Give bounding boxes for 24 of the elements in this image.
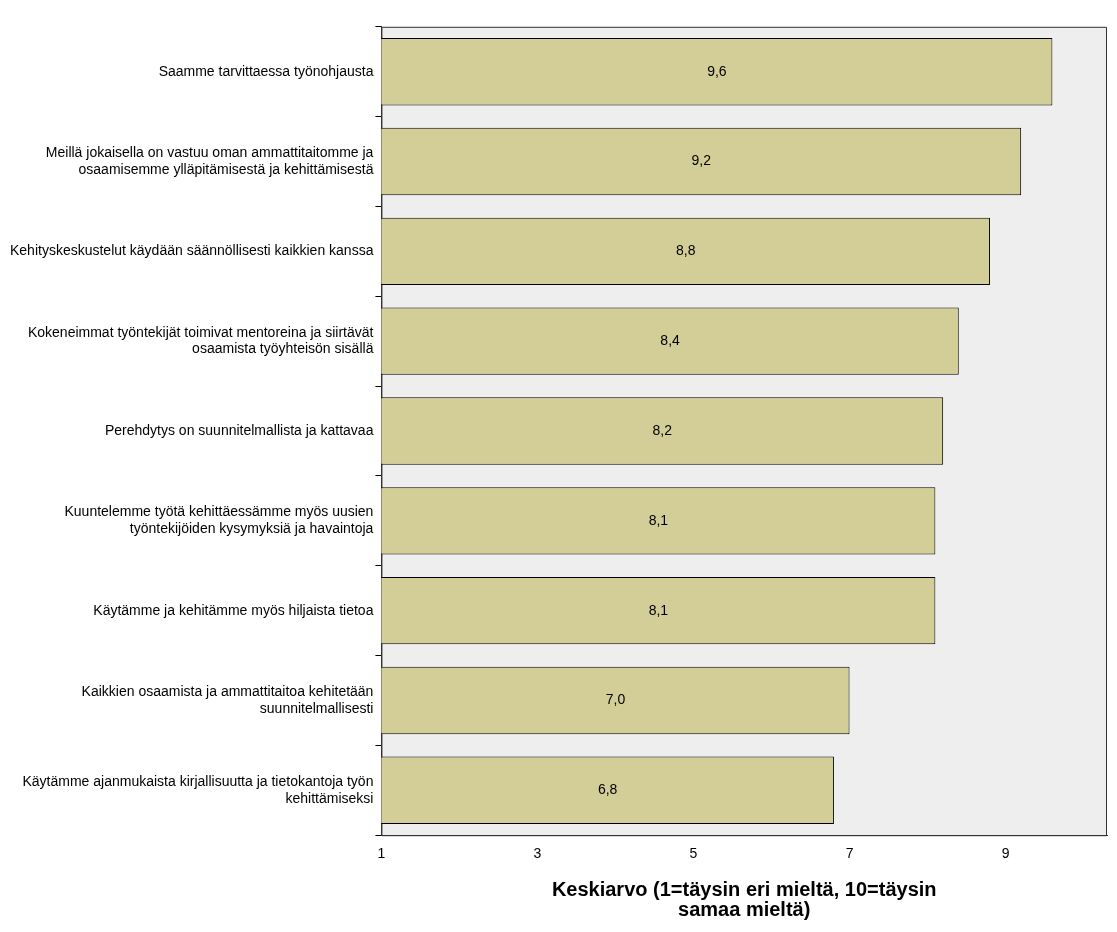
data-label: 8,1 <box>648 601 669 618</box>
y-tick-label: Kuuntelemme työtä kehittäessämme myös uusien työntekijöiden kysymyksiä ja havaintoja <box>64 503 374 537</box>
data-label: 8,2 <box>652 421 673 438</box>
data-label: 6,8 <box>597 781 618 798</box>
data-label: 7,0 <box>605 691 626 708</box>
x-tick-label: 3 <box>533 845 542 862</box>
y-tick-label: Kehityskeskustelut käydään säännöllisesti kaikkien kanssa <box>10 242 374 259</box>
y-tick-label: Käytämme ajanmukaista kirjallisuutta ja tietokantoja työn kehittämiseksi <box>22 772 374 806</box>
y-tick-label: Kokeneimmat työntekijät toimivat mentoreina ja siirtävät osaamista työyhteisön sisällä <box>27 323 374 357</box>
data-label: 9,2 <box>691 152 712 169</box>
y-tick-label: Saamme tarvittaessa työnohjausta <box>158 62 374 79</box>
data-label: 8,1 <box>648 511 669 528</box>
x-axis-title: Keskiarvo (1=täysin eri mieltä, 10=täysin samaa mieltä) <box>551 877 937 920</box>
x-tick-label: 5 <box>689 845 698 862</box>
data-label: 8,4 <box>660 332 681 349</box>
x-tick-label: 1 <box>377 845 386 862</box>
data-label: 9,6 <box>707 62 727 79</box>
y-tick-label: Meillä jokaisella on vastuu oman ammattitaitomme ja osaamisemme ylläpitämisestä ja kehittämisestä <box>45 143 374 177</box>
y-tick-label: Perehdytys on suunnitelmallista ja kattavaa <box>104 421 374 438</box>
data-label: 8,8 <box>675 242 696 259</box>
x-tick-label: 7 <box>845 845 854 862</box>
x-tick-label: 9 <box>1001 845 1010 862</box>
y-tick-label: Käytämme ja kehitämme myös hiljaista tietoa <box>93 601 374 618</box>
y-tick-label: Kaikkien osaamista ja ammattitaitoa kehitetään suunnitelmallisesti <box>81 682 374 716</box>
